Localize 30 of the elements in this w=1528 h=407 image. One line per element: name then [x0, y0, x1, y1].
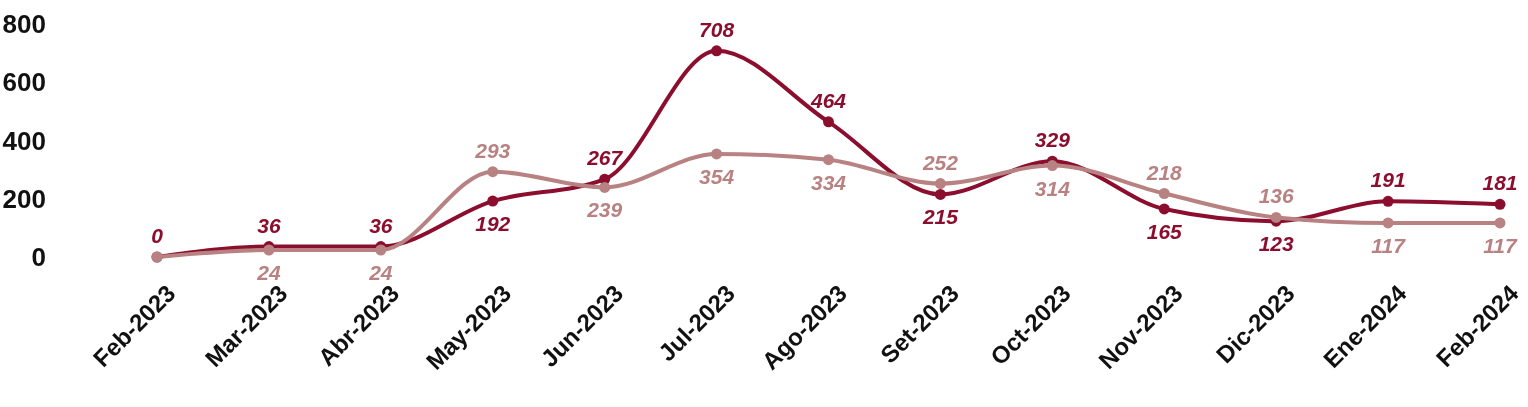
data-label: 252	[921, 150, 959, 174]
y-tick-label: 800	[2, 9, 46, 40]
data-label: 267	[586, 146, 624, 170]
data-label: 354	[699, 164, 735, 188]
y-tick-label: 0	[31, 242, 46, 273]
data-label: 24	[256, 261, 281, 285]
y-tick-label: 200	[2, 183, 46, 214]
data-label: 123	[1258, 232, 1294, 256]
data-label: 218	[1145, 160, 1183, 184]
y-tick-label: 600	[2, 67, 46, 98]
data-label: 293	[474, 138, 511, 162]
data-label: 215	[921, 205, 959, 229]
data-label: 464	[809, 88, 847, 112]
data-label: 334	[810, 170, 847, 194]
y-tick-label: 400	[2, 125, 46, 156]
data-label: 117	[1371, 233, 1407, 257]
data-label: 191	[1370, 168, 1406, 192]
data-label: 192	[475, 212, 511, 236]
data-label: 0	[151, 224, 164, 247]
data-label: 117	[1483, 233, 1519, 257]
data-label: 314	[1034, 176, 1071, 200]
data-label: 24	[368, 261, 393, 285]
data-label: 181	[1482, 171, 1518, 195]
data-label: 165	[1146, 219, 1183, 243]
data-label: 36	[369, 213, 393, 237]
data-label: 36	[257, 213, 281, 237]
data-label: 329	[1034, 128, 1071, 152]
data-label: 708	[699, 17, 735, 41]
data-label: 239	[586, 198, 623, 222]
data-label: 136	[1258, 184, 1294, 208]
